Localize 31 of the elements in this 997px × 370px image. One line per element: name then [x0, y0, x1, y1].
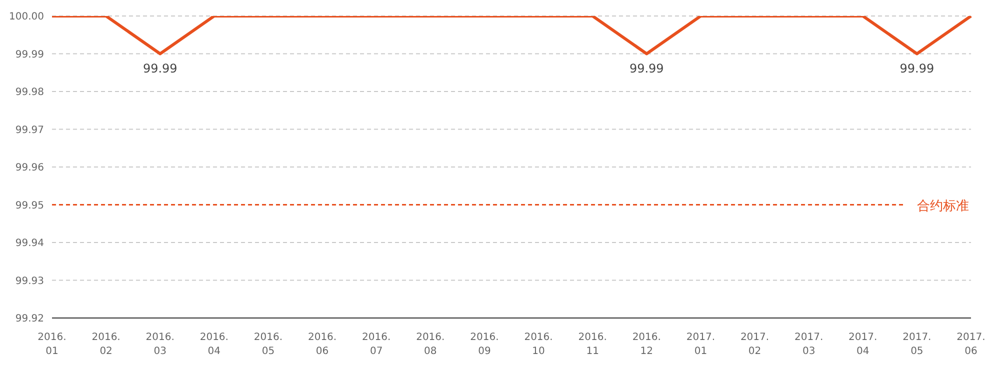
x-tick-label: 2016.03: [146, 332, 174, 357]
data-label: 99.99: [900, 61, 934, 76]
x-tick-label: 2016.06: [308, 332, 337, 357]
x-tick-label: 2016.02: [92, 332, 120, 357]
x-tick-label: 2016.11: [578, 332, 607, 357]
y-tick-label: 99.99: [15, 49, 44, 60]
x-tick-label: 2016.09: [470, 332, 499, 357]
x-tick-label: 2016.12: [632, 332, 661, 357]
y-tick-label: 99.92: [15, 314, 44, 325]
y-tick-label: 99.96: [15, 162, 44, 174]
y-tick-label: 100.00: [9, 12, 44, 23]
x-tick-label: 2016.07: [362, 332, 391, 357]
x-tick-label: 2016.10: [524, 332, 553, 357]
x-tick-label: 2016.08: [416, 332, 445, 357]
x-tick-label: 2016.01: [38, 332, 66, 357]
y-tick-label: 99.98: [15, 87, 44, 98]
x-tick-label: 2017.06: [956, 332, 986, 357]
y-tick-label: 99.95: [15, 200, 44, 212]
ref-line-label: 合约标准: [917, 198, 969, 214]
x-tick-label: 2016.04: [200, 332, 228, 357]
x-tick-label: 2017.02: [740, 332, 770, 357]
x-tick-label: 2017.05: [902, 332, 932, 357]
x-tick-label: 2017.04: [848, 332, 878, 357]
data-label: 99.99: [142, 61, 178, 76]
x-tick-label: 2017.01: [686, 332, 716, 357]
x-tick-label: 2017.03: [794, 332, 824, 357]
y-tick-label: 99.94: [15, 238, 44, 250]
x-tick-label: 2016.05: [254, 332, 283, 357]
data-label: 99.99: [629, 61, 664, 76]
y-tick-label: 99.93: [15, 276, 44, 287]
y-tick-label: 99.97: [15, 124, 44, 136]
